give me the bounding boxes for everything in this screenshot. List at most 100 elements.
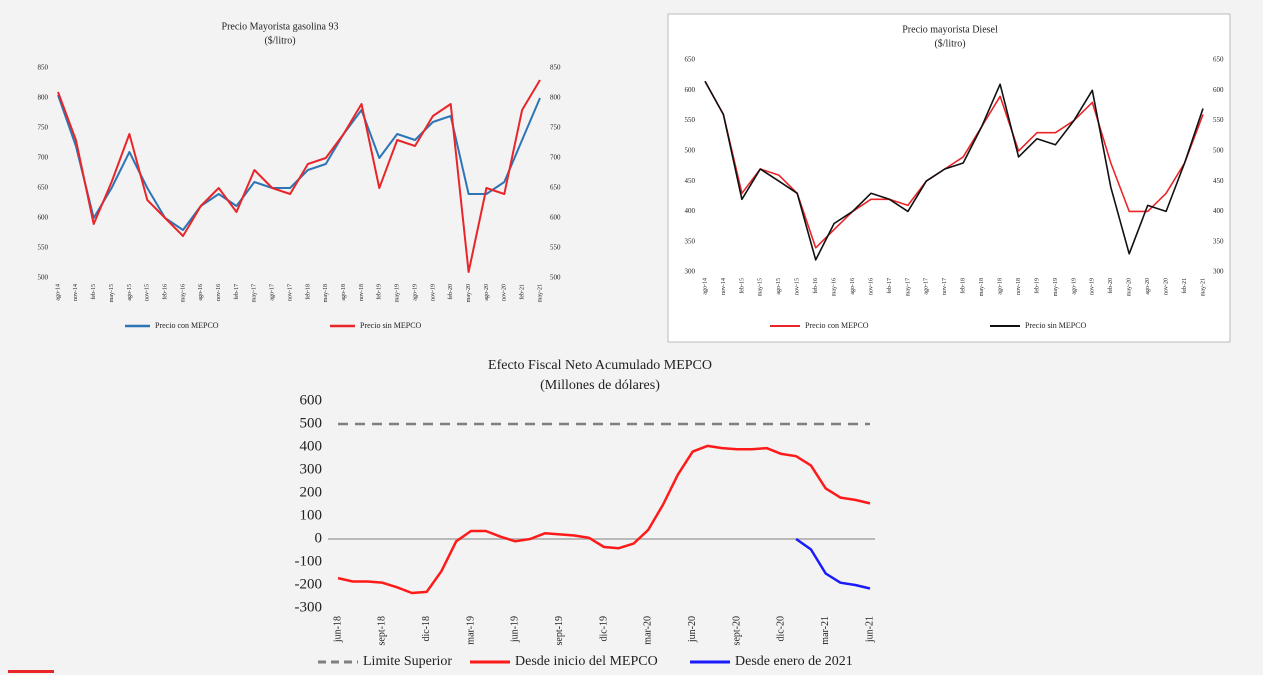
line-series <box>704 80 1204 249</box>
x-tick-label: may-16 <box>180 284 186 302</box>
y-tick-label: 400 <box>300 438 323 454</box>
x-tick-label: nov-18 <box>1016 278 1022 295</box>
x-tick-label: ago-19 <box>412 284 418 301</box>
x-tick-label: jun-21 <box>864 616 875 643</box>
legend-label: Precio con MEPCO <box>155 321 219 330</box>
chart-subtitle: ($/litro) <box>264 35 295 46</box>
y-tick-label: 650 <box>38 184 49 192</box>
x-tick-label: feb-15 <box>738 278 745 294</box>
x-tick-label: ago-19 <box>1071 278 1077 295</box>
x-tick-label: nov-17 <box>942 278 948 295</box>
y-tick-label: 450 <box>685 177 696 185</box>
y-tick-label: 550 <box>38 244 49 252</box>
x-tick-label: nov-20 <box>1163 278 1169 295</box>
x-tick-label: may-20 <box>1127 278 1133 296</box>
x-tick-label: nov-17 <box>287 284 293 301</box>
x-tick-label: feb-17 <box>886 278 893 294</box>
y2-tick-label: 650 <box>1213 56 1224 64</box>
x-tick-label: nov-14 <box>73 284 79 301</box>
y2-tick-label: 650 <box>550 184 561 192</box>
x-tick-label: may-21 <box>537 284 543 302</box>
line-series <box>704 80 1204 261</box>
y2-tick-label: 850 <box>550 64 561 72</box>
x-tick-label: ago-17 <box>270 284 276 301</box>
y2-tick-label: 350 <box>1213 237 1224 245</box>
y-tick-label: 600 <box>300 392 323 408</box>
x-tick-label: feb-18 <box>304 284 311 300</box>
x-tick-label: ago-16 <box>850 278 856 295</box>
chart-frame <box>667 13 1231 343</box>
x-tick-label: mar-19 <box>465 616 476 645</box>
line-series <box>57 79 541 273</box>
y2-tick-label: 450 <box>1213 177 1224 185</box>
x-tick-label: ago-15 <box>776 278 782 295</box>
y-tick-label: 600 <box>38 214 49 222</box>
x-tick-label: may-17 <box>252 284 258 302</box>
y-tick-label: -200 <box>295 576 323 592</box>
y2-tick-label: 550 <box>1213 116 1224 124</box>
y2-tick-label: 400 <box>1213 207 1224 215</box>
x-tick-label: feb-19 <box>1033 278 1040 294</box>
x-tick-label: dic-19 <box>598 616 609 642</box>
y-tick-label: 500 <box>300 415 323 431</box>
x-tick-label: feb-15 <box>90 284 97 300</box>
x-tick-label: may-16 <box>831 278 837 296</box>
legend-label: Limite Superior <box>363 654 452 669</box>
x-tick-label: jun-20 <box>687 616 698 643</box>
x-tick-label: feb-18 <box>960 278 967 294</box>
x-tick-label: mar-21 <box>820 616 831 645</box>
x-tick-label: may-15 <box>758 278 764 296</box>
legend-label: Desde inicio del MEPCO <box>515 654 658 669</box>
y-tick-label: 200 <box>300 484 323 500</box>
chart-subtitle: ($/litro) <box>934 38 965 49</box>
x-tick-label: may-15 <box>109 284 115 302</box>
line-series <box>57 94 541 231</box>
y-tick-label: 350 <box>685 237 696 245</box>
y-tick-label: 300 <box>300 461 323 477</box>
x-tick-label: may-19 <box>1053 278 1059 296</box>
legend-label: Precio sin MEPCO <box>1025 321 1087 330</box>
x-tick-label: may-18 <box>979 278 985 296</box>
x-tick-label: nov-16 <box>868 278 874 295</box>
x-tick-label: ago-15 <box>127 284 133 301</box>
y-tick-label: 800 <box>38 94 49 102</box>
y-tick-label: -100 <box>295 553 323 569</box>
x-tick-label: feb-17 <box>233 284 240 300</box>
chart-title: Efecto Fiscal Neto Acumulado MEPCO <box>488 358 712 373</box>
y2-tick-label: 500 <box>1213 146 1224 154</box>
x-tick-label: sept-19 <box>554 616 565 645</box>
y-tick-label: 0 <box>315 530 323 546</box>
x-tick-label: may-20 <box>466 284 472 302</box>
x-tick-label: nov-19 <box>430 284 436 301</box>
x-tick-label: may-18 <box>323 284 329 302</box>
y2-tick-label: 600 <box>550 214 561 222</box>
x-tick-label: nov-15 <box>145 284 151 301</box>
x-tick-label: ago-16 <box>198 284 204 301</box>
chart-title: Precio mayorista Diesel <box>902 24 998 35</box>
x-tick-label: dic-18 <box>421 616 432 642</box>
x-tick-label: ago-20 <box>484 284 490 301</box>
x-tick-label: dic-20 <box>776 616 787 642</box>
x-tick-label: may-17 <box>905 278 911 296</box>
legend-label: Precio sin MEPCO <box>360 321 422 330</box>
y-tick-label: 850 <box>38 64 49 72</box>
x-tick-label: ago-18 <box>341 284 347 301</box>
legend-label: Precio con MEPCO <box>805 321 869 330</box>
x-tick-label: ago-14 <box>702 278 708 295</box>
line-series <box>337 444 871 595</box>
y-tick-label: 700 <box>38 154 49 162</box>
x-tick-label: sept-20 <box>731 616 742 645</box>
y-tick-label: 650 <box>685 56 696 64</box>
x-tick-label: jun-18 <box>332 616 343 643</box>
x-tick-label: ago-20 <box>1145 278 1151 295</box>
line-series <box>795 537 871 590</box>
x-tick-label: ago-14 <box>55 284 61 301</box>
x-tick-label: mar-20 <box>643 616 654 645</box>
y-tick-label: 500 <box>38 274 49 282</box>
x-tick-label: ago-17 <box>924 278 930 295</box>
footer-accent <box>8 670 54 673</box>
y2-tick-label: 550 <box>550 244 561 252</box>
x-tick-label: nov-15 <box>795 278 801 295</box>
